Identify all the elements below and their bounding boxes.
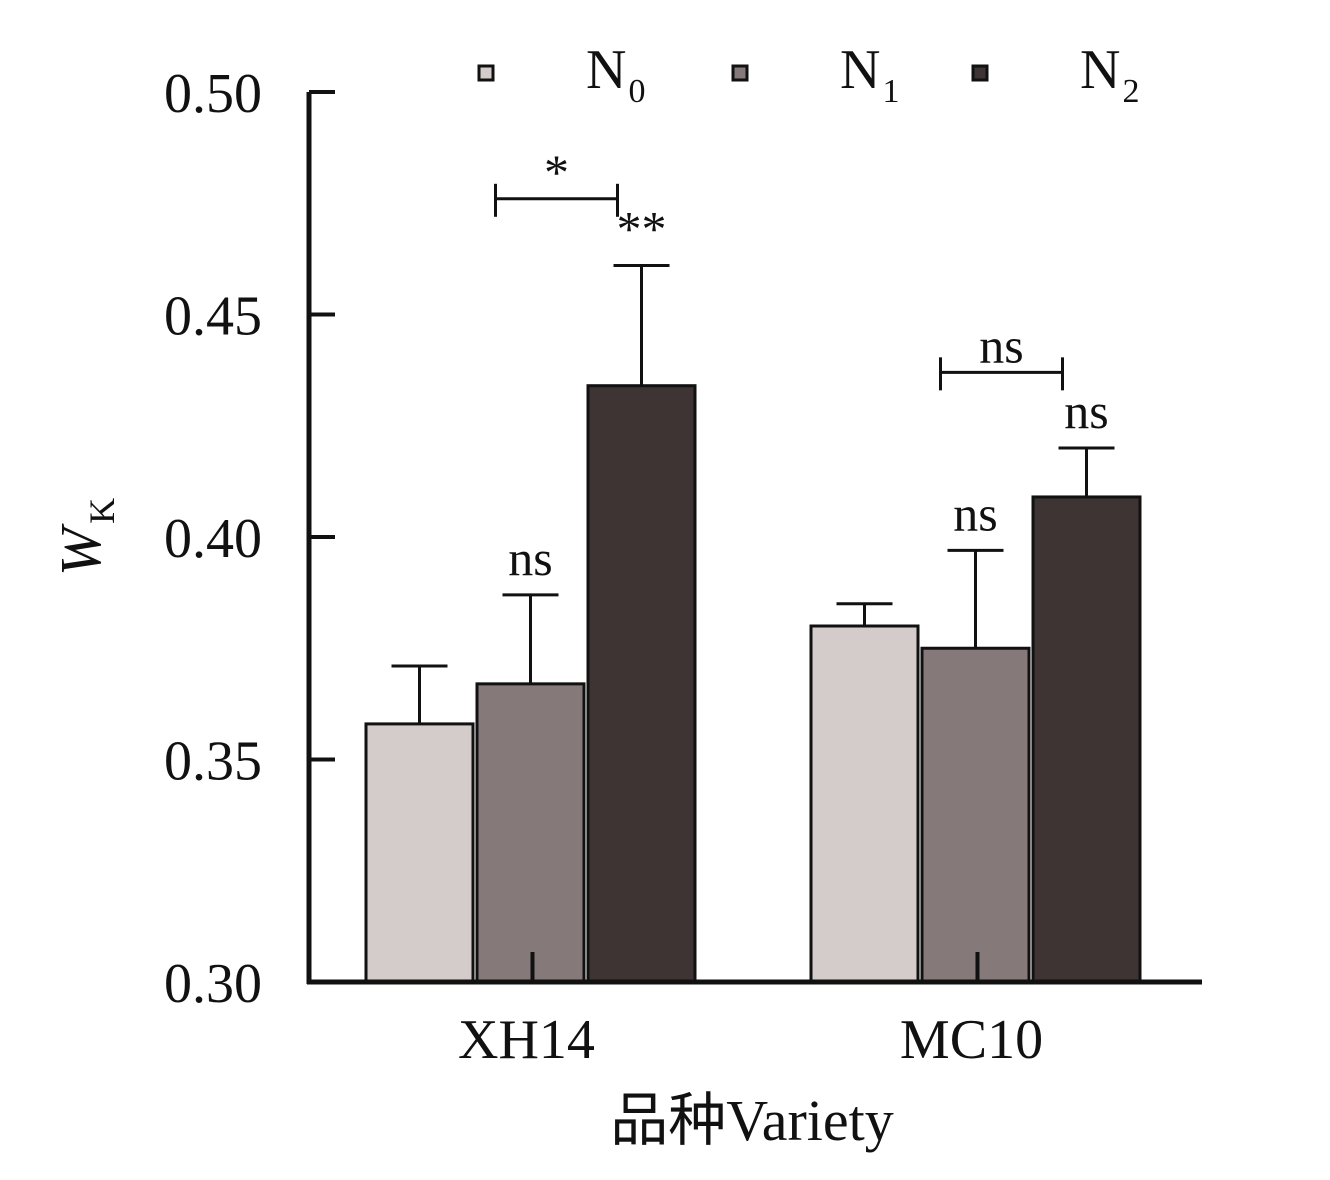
legend: N0 N1 N2 xyxy=(477,39,1139,110)
legend-label-n0: N0 xyxy=(586,39,645,110)
bar-label-MC10-n2: ns xyxy=(1064,383,1108,439)
y-tick-label-2: 0.40 xyxy=(164,508,262,570)
legend-label-sub-n0: 0 xyxy=(628,73,645,110)
legend-label-n1: N1 xyxy=(840,39,899,110)
bracket-label-1: ns xyxy=(979,317,1023,373)
bar-label-XH14-n1: ns xyxy=(508,530,552,586)
bars-layer xyxy=(364,264,1142,984)
bar-MC10-n1 xyxy=(920,646,1031,984)
x-tick-label-XH14: XH14 xyxy=(458,1009,595,1071)
legend-label-sub-n1: 1 xyxy=(882,73,899,110)
legend-swatch-n1 xyxy=(731,64,749,82)
bar-XH14-n1 xyxy=(475,682,586,984)
legend-swatch-n2 xyxy=(971,64,989,82)
y-axis-title-main: W xyxy=(48,523,113,576)
bar-label-MC10-n1: ns xyxy=(953,485,997,541)
bar-MC10-n0 xyxy=(809,624,920,984)
legend-label-main-n1: N xyxy=(840,39,880,101)
bracket-label-0: * xyxy=(544,144,569,200)
legend-label-main-n2: N xyxy=(1080,39,1120,101)
legend-swatch-n0 xyxy=(477,64,495,82)
y-tick-label-1: 0.35 xyxy=(164,731,262,793)
bar-XH14-n2 xyxy=(586,384,697,984)
legend-label-main-n0: N xyxy=(586,39,626,101)
y-axis-title: WK xyxy=(48,498,122,576)
x-tick-label-MC10: MC10 xyxy=(900,1009,1043,1071)
y-axis-title-sub: K xyxy=(82,498,122,524)
bar-MC10-n2 xyxy=(1031,495,1142,984)
y-tick-label-4: 0.50 xyxy=(164,63,262,125)
bar-label-XH14-n2: ** xyxy=(617,201,667,257)
legend-label-sub-n2: 2 xyxy=(1122,73,1139,110)
bar-XH14-n0 xyxy=(364,722,475,984)
y-tick-label-0: 0.30 xyxy=(164,953,262,1015)
x-axis-title: 品种Variety xyxy=(610,1088,894,1153)
y-tick-label-3: 0.45 xyxy=(164,286,262,348)
legend-label-n2: N2 xyxy=(1080,39,1139,110)
